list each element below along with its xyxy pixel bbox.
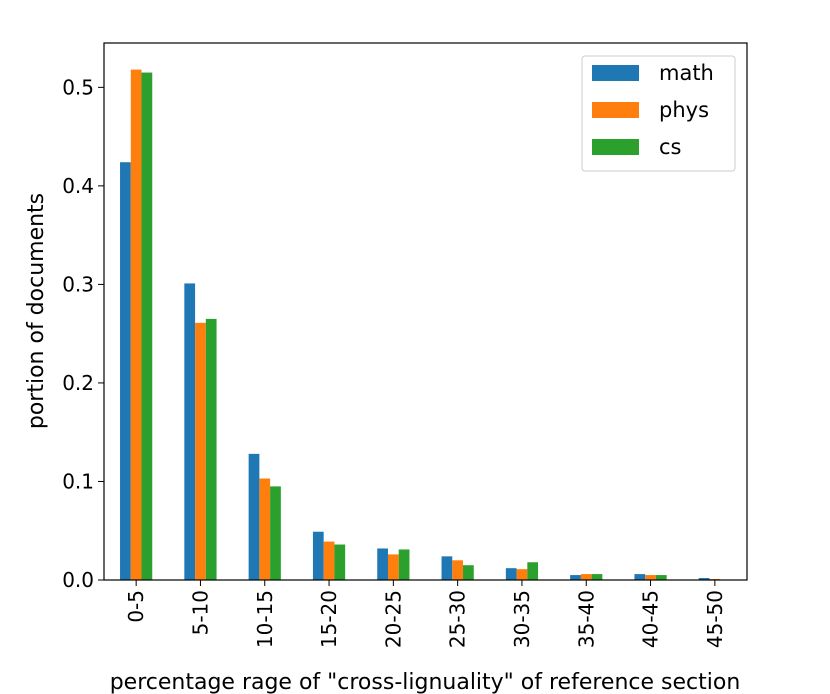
bar-math-20-25	[377, 548, 388, 580]
bar-cs-30-35	[527, 562, 539, 580]
legend-swatch-phys	[592, 102, 639, 118]
x-tick-label: 5-10	[188, 590, 212, 635]
x-axis: 0-5 5-10 10-15 15-20 20-25 25-30 30-35 35-40 40-…	[124, 580, 727, 648]
bar-math-25-30	[441, 556, 453, 580]
x-tick-label: 10-15	[253, 590, 277, 648]
x-tick-label: 35-40	[574, 590, 598, 648]
bar-phys-35-40	[580, 574, 592, 580]
bar-math-5-10	[184, 283, 196, 580]
x-tick-label: 30-35	[510, 590, 534, 648]
x-tick-label: 45-50	[703, 590, 727, 648]
legend-label-cs: cs	[659, 135, 682, 159]
x-tick-label: 25-30	[446, 590, 470, 648]
bar-math-35-40	[570, 575, 581, 580]
y-tick-label: 0.2	[62, 371, 94, 395]
bar-phys-25-30	[452, 560, 464, 580]
bar-math-15-20	[312, 531, 324, 580]
legend-swatch-math	[592, 65, 639, 81]
legend-label-phys: phys	[659, 98, 709, 122]
y-tick-label: 0.4	[62, 174, 94, 198]
bar-phys-15-20	[323, 541, 335, 580]
y-tick-label: 0.1	[62, 469, 94, 493]
bar-cs-15-20	[334, 544, 346, 580]
y-tick-label: 0.0	[62, 568, 94, 592]
bar-cs-20-25	[398, 549, 410, 580]
bar-phys-30-35	[516, 569, 528, 580]
legend-swatch-cs	[592, 139, 639, 155]
x-tick-label: 0-5	[124, 590, 148, 623]
y-tick-label: 0.5	[62, 75, 94, 99]
y-axis-label: portion of documents	[24, 193, 49, 429]
bar-math-0-5	[120, 162, 131, 580]
bar-cs-35-40	[591, 574, 603, 580]
bar-math-45-50	[698, 578, 710, 580]
bar-cs-40-45	[655, 575, 667, 580]
bar-phys-5-10	[195, 322, 206, 580]
bar-math-40-45	[634, 574, 646, 580]
bar-phys-10-15	[259, 478, 271, 580]
plot-frame	[103, 42, 748, 581]
bars-group	[120, 69, 721, 580]
bar-cs-0-5	[141, 72, 153, 580]
bar-math-10-15	[248, 453, 260, 580]
x-tick-label: 40-45	[639, 590, 663, 648]
bar-cs-10-15	[270, 486, 281, 580]
y-axis: 0.0 0.1 0.2 0.3 0.4 0.5	[62, 75, 104, 592]
bar-cs-25-30	[463, 565, 474, 580]
y-tick-label: 0.3	[62, 272, 94, 296]
x-tick-label: 15-20	[317, 590, 341, 648]
bar-math-30-35	[505, 568, 517, 580]
legend: math phys cs	[581, 55, 736, 172]
bar-phys-40-45	[645, 575, 656, 580]
legend-label-math: math	[659, 61, 714, 85]
x-tick-label: 20-25	[381, 590, 405, 648]
bar-cs-5-10	[205, 318, 217, 580]
x-axis-label: percentage rage of "cross-lignuality" of…	[110, 670, 741, 694]
bar-phys-0-5	[130, 69, 142, 580]
bar-phys-20-25	[387, 554, 399, 580]
